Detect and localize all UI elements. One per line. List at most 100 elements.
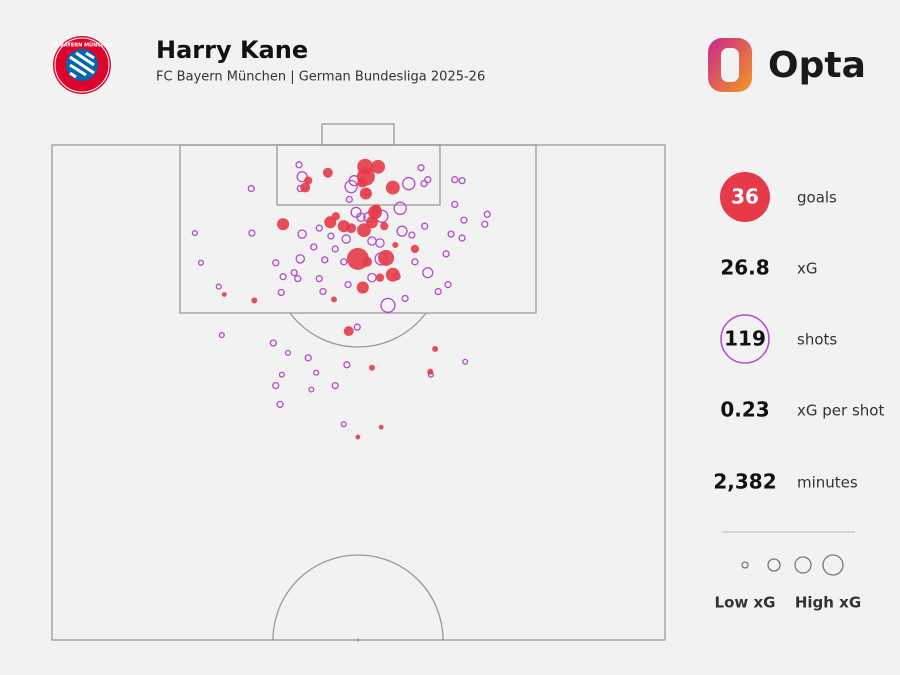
stat-value: 119 xyxy=(724,327,766,351)
shot-marker xyxy=(375,238,385,248)
goal-marker xyxy=(371,204,382,215)
goal-marker xyxy=(251,297,258,304)
shots-badge xyxy=(720,314,770,364)
shot-marker xyxy=(269,339,277,347)
shot-marker xyxy=(444,280,452,289)
brand-name: Opta xyxy=(768,45,866,86)
shot-marker xyxy=(308,386,315,393)
goal-marker xyxy=(365,216,379,229)
legend-high: High xG xyxy=(795,594,861,612)
goal-marker xyxy=(331,212,340,221)
shot-marker xyxy=(345,195,353,204)
goal-marker xyxy=(369,364,375,371)
shot-marker xyxy=(481,220,489,228)
pitch-outline xyxy=(51,144,666,641)
goal-marker xyxy=(375,273,385,282)
center-circle xyxy=(272,554,444,641)
shot-marker xyxy=(442,250,450,258)
shot-marker xyxy=(341,234,352,244)
legend-circle xyxy=(741,561,749,569)
goal-marker xyxy=(385,267,400,282)
shot-marker xyxy=(315,224,323,232)
shot-marker xyxy=(313,369,320,376)
shot-marker xyxy=(434,287,442,296)
shot-marker xyxy=(401,294,409,303)
shot-marker xyxy=(344,179,358,194)
shot-marker xyxy=(462,358,469,365)
shot-marker xyxy=(248,229,256,237)
goal-marker xyxy=(300,182,311,193)
shot-marker xyxy=(247,184,255,193)
goal-marker xyxy=(277,218,290,231)
shot-marker xyxy=(215,283,222,290)
stat-value: 36 xyxy=(731,185,759,209)
shot-marker xyxy=(417,164,425,172)
shot-marker xyxy=(367,236,377,246)
goal-marker xyxy=(343,326,354,337)
shot-marker xyxy=(420,179,428,188)
shot-marker xyxy=(396,225,408,237)
shot-marker xyxy=(367,272,377,283)
shot-marker xyxy=(393,201,407,216)
subtitle: FC Bayern München | German Bundesliga 20… xyxy=(156,70,485,85)
shot-marker xyxy=(279,273,287,281)
goal-marker xyxy=(357,177,368,188)
goal-marker xyxy=(322,167,333,178)
shot-marker xyxy=(350,206,362,218)
shot-marker xyxy=(353,323,361,331)
stat-label: minutes xyxy=(797,474,858,492)
shot-marker xyxy=(295,161,303,169)
goal-marker xyxy=(346,223,357,234)
shot-marker xyxy=(421,222,429,230)
shot-marker xyxy=(290,269,298,277)
goal-marker xyxy=(427,368,434,375)
shot-marker xyxy=(218,332,225,339)
stat-value: 0.23 xyxy=(720,398,769,422)
goal-marker xyxy=(371,159,386,174)
club-badge: FC BAYERN MÜNCHEN xyxy=(51,36,113,94)
stat-value: 26.8 xyxy=(720,256,769,280)
shot-marker xyxy=(327,232,335,240)
shot-marker xyxy=(451,176,459,184)
legend-circle xyxy=(767,558,781,572)
goal-marker xyxy=(378,424,384,430)
goal-marker xyxy=(221,292,227,297)
shot-marker xyxy=(297,229,307,239)
shot-marker xyxy=(284,349,292,356)
shot-marker xyxy=(321,256,329,264)
stat-label: xG per shot xyxy=(797,402,884,420)
goal-marker xyxy=(304,176,313,185)
shot-marker xyxy=(340,258,348,266)
goal-marker xyxy=(359,187,372,200)
size-legend: Low xG High xG xyxy=(715,554,861,612)
legend-circle xyxy=(822,554,844,576)
shot-marker xyxy=(295,254,306,264)
goal-marker xyxy=(357,223,371,238)
stat-value: 2,382 xyxy=(713,470,776,494)
shot-marker xyxy=(331,381,339,390)
goal-marker xyxy=(432,345,439,352)
shot-marker xyxy=(424,176,432,184)
shot-marker xyxy=(343,361,351,369)
shot-marker xyxy=(278,371,285,378)
shot-marker xyxy=(422,267,434,279)
shot-marker xyxy=(460,216,468,224)
goal-marker xyxy=(355,434,361,440)
shot-marker xyxy=(294,275,302,283)
legend-circle xyxy=(794,556,812,574)
title: Harry Kane xyxy=(156,36,308,64)
shot-marker xyxy=(458,177,466,185)
shot-marker xyxy=(451,200,459,209)
goal-marker xyxy=(331,296,337,303)
pitch xyxy=(51,123,666,642)
shot-marker xyxy=(191,230,198,237)
shot-marker xyxy=(331,245,339,253)
badge-text: FC BAYERN MÜNCHEN xyxy=(51,42,113,49)
legend-low: Low xG xyxy=(715,594,776,612)
shot-marker xyxy=(447,230,455,238)
stat-label: goals xyxy=(797,189,837,207)
goals-badge xyxy=(720,172,770,222)
shot-marker xyxy=(319,287,327,296)
